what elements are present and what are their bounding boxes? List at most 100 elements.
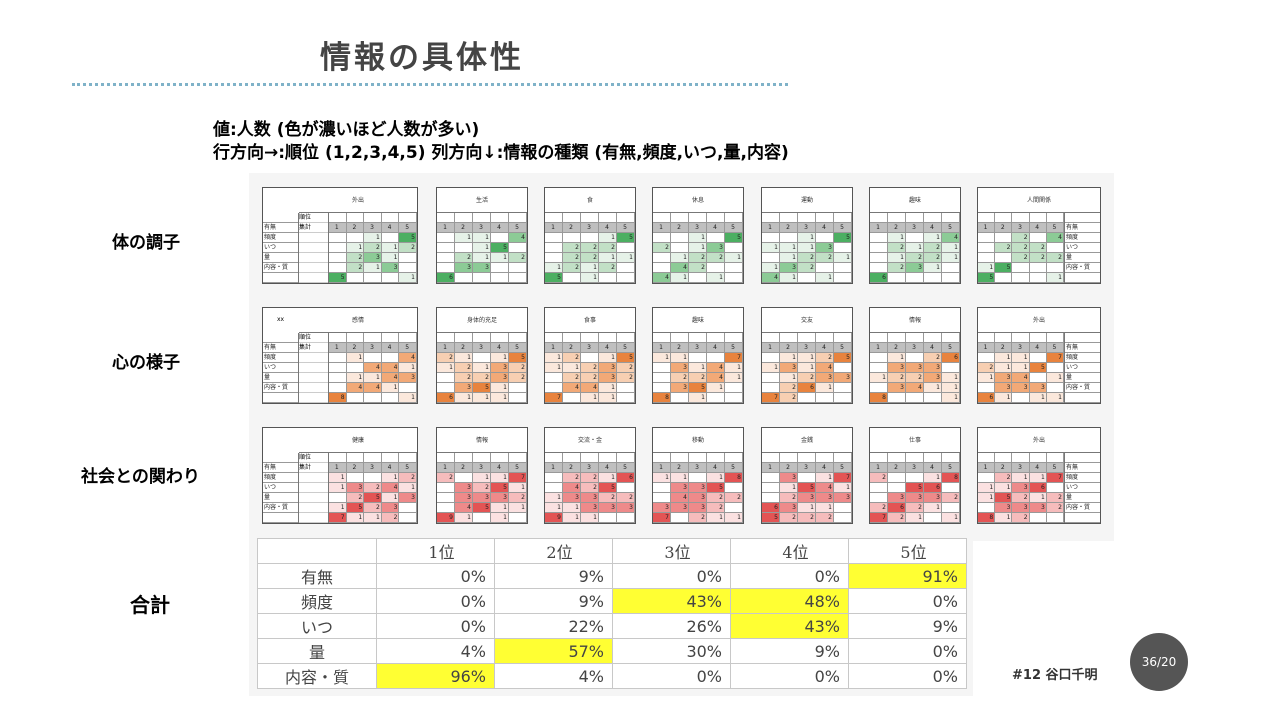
mini-cell: 1: [399, 363, 417, 373]
mini-rank-header: 2: [563, 223, 581, 233]
mini-rank-header: 5: [509, 223, 527, 233]
mini-table: 金銭 1 2 3 4 5 3 1 7 1 5 4 1 2 3 3 3 6 3 1 1 5 2 2 2: [761, 427, 853, 524]
mini-cell: 1: [816, 473, 834, 483]
mini-spacer-cell: [364, 213, 382, 223]
mini-spacer-cell: [455, 453, 473, 463]
mini-cell: [725, 263, 743, 273]
mini-spacer-cell: [924, 453, 942, 463]
mini-row-label: 内容・質: [263, 503, 298, 513]
mini-cell: 5: [617, 353, 635, 363]
mini-cell: 1: [381, 473, 400, 483]
mini-cell: [437, 483, 455, 493]
mini-cell: 3: [491, 373, 509, 383]
mini-cell: [671, 513, 689, 523]
summary-header-rank-4: 4位: [730, 538, 849, 564]
mini-cell: 1: [364, 513, 382, 523]
mini-cell: 2: [563, 473, 581, 483]
summary-row-itsu: いつ 0% 22% 26% 43% 9%: [257, 613, 967, 639]
mini-cell: [329, 493, 347, 503]
mini-cell: 1: [924, 383, 942, 393]
mini-spacer-cell: [888, 213, 906, 223]
mini-rank-header: 1: [653, 343, 671, 353]
summary-cell: 0%: [376, 613, 495, 639]
mini-rank-header: 1: [870, 343, 888, 353]
mini-cell: 1: [671, 253, 689, 263]
mini-cell: 1: [509, 483, 527, 493]
mini-spacer-cell: [924, 213, 942, 223]
mini-cell: [725, 503, 743, 513]
summary-row-ryo: 量 4% 57% 30% 9% 0%: [257, 638, 967, 664]
mini-spacer-cell: [1029, 213, 1047, 223]
row-label-body: 体の調子: [112, 233, 180, 253]
mini-cell: 1: [599, 253, 617, 263]
mini-cell: [381, 393, 400, 403]
mini-cell: 3: [346, 483, 365, 493]
mini-cell: [545, 233, 563, 243]
mini-cell: 2: [346, 253, 365, 263]
mini-spacer-cell: [978, 453, 996, 463]
mini-cell: 3: [599, 373, 617, 383]
mini-cell: [437, 243, 455, 253]
mini-spacer-cell: [491, 453, 509, 463]
mini-cell: 3: [924, 373, 942, 383]
mini-cell: 1: [978, 483, 996, 493]
mini-cell: [1012, 393, 1030, 403]
mini-cell: [545, 483, 563, 493]
mini-cell: [399, 503, 417, 513]
summary-cell: 48%: [730, 588, 849, 614]
mini-spacer-cell: [346, 213, 365, 223]
mini-spacer-cell: [942, 333, 960, 343]
mini-row-label: 量: [1065, 253, 1100, 263]
mini-spacer-cell: [942, 213, 960, 223]
mini-cell: 9: [437, 513, 455, 523]
mini-cell: 3: [906, 493, 924, 503]
mini-cell: 1: [707, 473, 725, 483]
mini-cell: [437, 253, 455, 263]
mini-cell: 1: [545, 353, 563, 363]
mini-cell: 6: [437, 273, 455, 283]
mini-row-label: 量: [263, 493, 298, 503]
mini-cell: 4: [671, 493, 689, 503]
mini-cell: [870, 483, 888, 493]
mini-cell: 2: [563, 353, 581, 363]
mini-cell: 1: [545, 363, 563, 373]
mini-cell: 2: [399, 473, 417, 483]
mini-cell: 4: [509, 233, 527, 243]
mini-cell: 1: [399, 393, 417, 403]
mini-spacer-cell: [780, 213, 798, 223]
summary-cell: 57%: [494, 638, 613, 664]
mini-row-label: 有無: [1065, 343, 1100, 353]
mini-spacer-cell: [762, 453, 780, 463]
mini-spacer-cell: [671, 333, 689, 343]
mini-rank-header: 1: [762, 343, 780, 353]
mini-rank-header: 2: [888, 463, 906, 473]
mini-rank-header: 5: [1046, 463, 1064, 473]
mini-cell: [942, 263, 960, 273]
mini-rank-header: 4: [491, 223, 509, 233]
mini-spacer-cell: [816, 213, 834, 223]
mini-rank-header: 4: [381, 463, 400, 473]
mini-cell: [491, 273, 509, 283]
mini-cell: [995, 233, 1013, 243]
mini-cell: [707, 233, 725, 243]
mini-row-label: いつ: [263, 363, 298, 373]
mini-rank-header: 2: [995, 463, 1013, 473]
mini-cell: [834, 363, 852, 373]
mini-cell: 2: [780, 393, 798, 403]
mini-cell: 2: [870, 503, 888, 513]
mini-cell: 2: [816, 353, 834, 363]
mini-spacer-cell: [707, 453, 725, 463]
mini-cell: 1: [995, 393, 1013, 403]
mini-cell: [1012, 273, 1030, 283]
mini-cell: 3: [1012, 503, 1030, 513]
mini-cell: 1: [1029, 493, 1047, 503]
mini-spacer-cell: [995, 453, 1013, 463]
mini-cell: 2: [924, 353, 942, 363]
mini-cell: [617, 273, 635, 283]
mini-cell: 1: [509, 503, 527, 513]
mini-table: 休息 1 2 3 4 5 1 5 2 1 3 1 2 2 1 4 2 4 1 1: [652, 187, 744, 284]
mini-cell: 5: [689, 383, 707, 393]
mini-cell: [437, 373, 455, 383]
mini-cell: 3: [671, 383, 689, 393]
